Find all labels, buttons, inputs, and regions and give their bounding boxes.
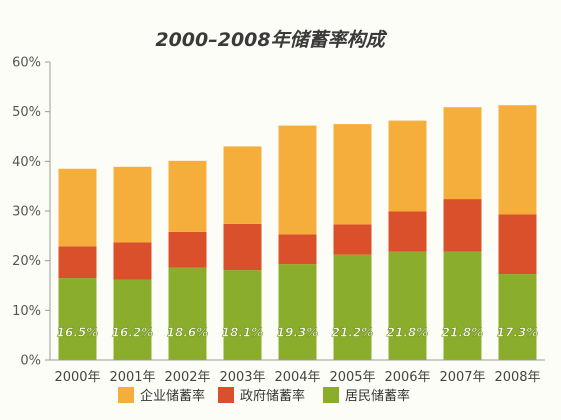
data-label: 21.2% xyxy=(332,326,374,340)
bar-segment xyxy=(58,278,97,360)
legend-swatch xyxy=(323,387,339,403)
data-label: 17.3% xyxy=(497,326,539,340)
bar-segment xyxy=(58,246,97,279)
y-tick-label: 60% xyxy=(12,56,41,71)
y-axis: 0% 10% 20% 30% 40% 50% 60% xyxy=(12,56,51,369)
x-axis: 2000年 2001年 2002年 2003年 2004年 2005年 2006年 2007年… xyxy=(50,359,545,385)
x-tick-label: 2002年 xyxy=(164,370,210,385)
bar-segment xyxy=(333,124,372,225)
legend: 企业储蓄率 政府储蓄率 居民储蓄率 xyxy=(118,387,410,404)
data-label: 21.8% xyxy=(442,326,484,340)
data-label: 18.1% xyxy=(222,326,264,340)
bar-segment xyxy=(443,251,482,360)
bar-segment xyxy=(498,105,537,215)
x-tick-label: 2000年 xyxy=(54,370,100,385)
y-tick-label: 40% xyxy=(12,155,41,170)
y-tick-label: 10% xyxy=(12,304,41,319)
legend-label: 政府储蓄率 xyxy=(240,388,305,404)
x-tick-label: 2006年 xyxy=(384,370,430,385)
bar-segment xyxy=(498,274,537,360)
x-tick-label: 2001年 xyxy=(109,370,155,385)
bar-segment xyxy=(388,211,427,252)
bar-segment xyxy=(113,242,152,280)
chart-title: 2000–2008年储蓄率构成 xyxy=(155,29,387,51)
data-label: 19.3% xyxy=(277,326,319,340)
x-tick-label: 2007年 xyxy=(439,370,485,385)
y-tick-label: 20% xyxy=(12,254,41,269)
bar-segment xyxy=(388,120,427,212)
x-tick-label: 2004年 xyxy=(274,370,320,385)
legend-swatch xyxy=(218,387,234,403)
data-label: 16.5% xyxy=(57,326,99,340)
legend-label: 企业储蓄率 xyxy=(140,388,205,404)
bar-segment xyxy=(223,223,262,271)
legend-swatch xyxy=(118,387,134,403)
bar-segment xyxy=(168,231,207,268)
legend-label: 居民储蓄率 xyxy=(345,388,410,404)
bar-segment xyxy=(443,107,482,200)
y-tick-label: 30% xyxy=(12,205,41,220)
bar-segment xyxy=(223,270,262,360)
x-tick-label: 2003年 xyxy=(219,370,265,385)
bar-segment xyxy=(223,146,262,224)
bar-segment xyxy=(498,214,537,275)
bar-segment xyxy=(278,264,317,360)
bar-segment xyxy=(113,166,152,243)
bar-segment xyxy=(388,251,427,360)
data-label: 21.8% xyxy=(387,326,429,340)
bar-segment xyxy=(58,168,97,247)
data-label: 18.6% xyxy=(167,326,209,340)
bar-series-group: 16.5% 16.2% 18.6% 18.1% 19.3% 21.2% 21.8% 21.8%… xyxy=(56,105,539,360)
bar-segment xyxy=(113,279,152,360)
y-tick-label: 50% xyxy=(12,105,41,120)
bar-segment xyxy=(333,224,372,255)
bar-segment xyxy=(168,160,207,232)
y-tick-label: 0% xyxy=(20,354,41,369)
x-tick-label: 2005年 xyxy=(329,370,375,385)
data-label: 16.2% xyxy=(112,326,154,340)
bar-segment xyxy=(278,125,317,235)
bar-segment xyxy=(168,267,207,360)
bar-segment xyxy=(278,234,317,265)
bar-segment xyxy=(333,254,372,360)
bar-segment xyxy=(443,199,482,252)
x-tick-label: 2008年 xyxy=(494,370,540,385)
